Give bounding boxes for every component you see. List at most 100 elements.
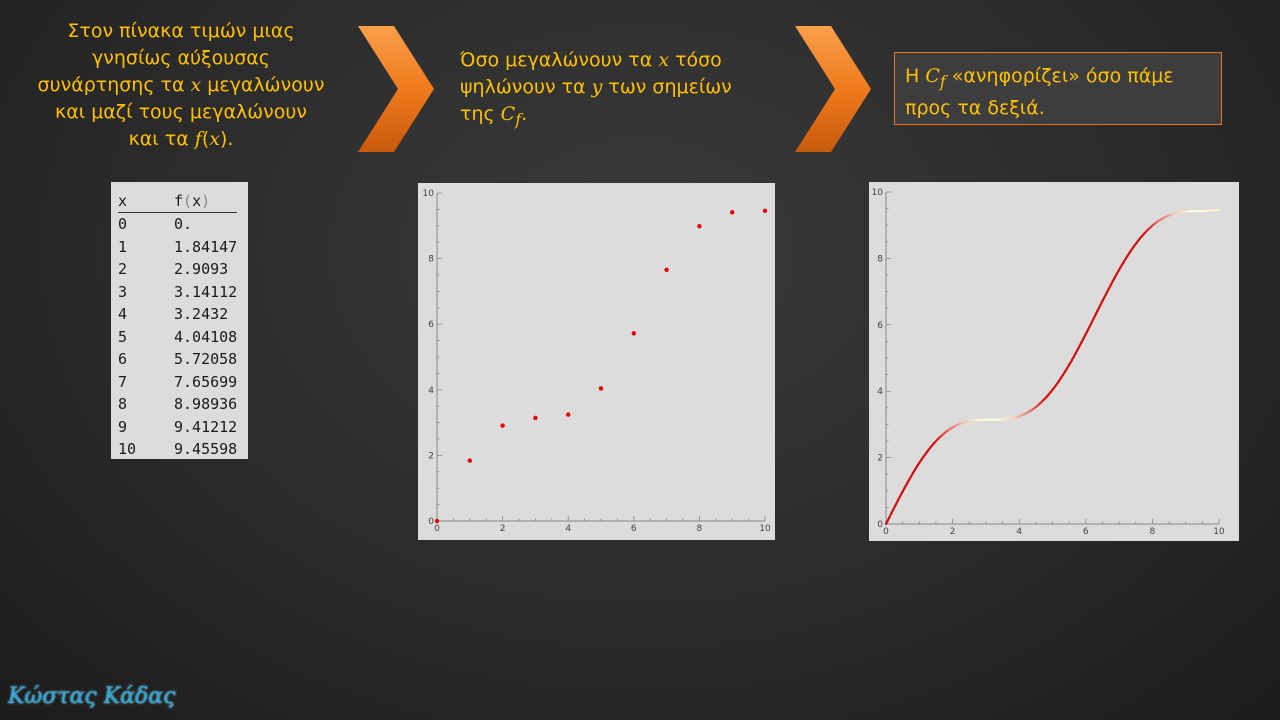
table-cell-fx: 7.65699 [174, 372, 238, 391]
table-cell-x: 1 [118, 237, 128, 256]
y-tick-label: 2 [428, 451, 434, 461]
y-tick-label: 10 [423, 189, 435, 199]
table-cell-x: 8 [118, 395, 128, 413]
table-header-arg: x [192, 192, 202, 210]
table-cell-fx: 4.04108 [174, 327, 238, 346]
table-cell-x: 9 [118, 417, 128, 436]
table-header-paren-open: ( [183, 192, 193, 210]
caption-left-line4: και μαζί τους μεγαλώνουν [55, 101, 307, 123]
caption-left-line3b: μεγαλώνουν [201, 74, 325, 96]
y-tick-label: 6 [877, 321, 883, 331]
x-tick-label: 4 [1016, 527, 1022, 537]
caption-left-line5a: και τα [128, 128, 195, 150]
table-cell-fx: 9.45598 [174, 440, 238, 458]
caption-middle-sub-f: f [515, 109, 522, 129]
x-tick-label: 6 [631, 524, 637, 534]
caption-middle-end: . [521, 103, 528, 125]
data-point [566, 412, 571, 417]
author-signature: Κώστας Κάδας [8, 684, 176, 709]
table-row: 10 9.45598 [118, 438, 237, 461]
table-row: 1 1.84147 [118, 236, 237, 259]
x-tick-label: 0 [883, 527, 889, 537]
table-row: 3 3.14112 [118, 281, 237, 304]
caption-middle-c: C [500, 103, 516, 125]
table-cell-fx: 0. [174, 215, 193, 233]
caption-middle-line1b: τόσο [669, 49, 722, 71]
caption-middle-line2a: ψηλώνουν τα [460, 76, 592, 98]
caption-right-line2: προς τα δεξιά. [905, 96, 1045, 119]
x-tick-label: 2 [500, 524, 506, 534]
x-tick-label: 2 [950, 527, 956, 537]
table-cell-fx: 9.41212 [174, 417, 238, 436]
curve-plot-panel: 0 2 4 6 8 10 0 2 4 6 8 10 [869, 182, 1239, 541]
y-tick-label: 8 [428, 255, 434, 265]
table-cell-fx: 2.9093 [174, 260, 229, 278]
y-tick-label: 8 [877, 254, 883, 264]
x-tick-label: 4 [565, 524, 571, 534]
caption-left-end: ). [219, 128, 234, 150]
y-tick-label: 4 [877, 387, 883, 397]
y-tick-label: 0 [877, 520, 883, 530]
table-cell-fx: 8.98936 [174, 395, 238, 413]
table-cell-x: 10 [118, 440, 137, 458]
value-table: x f(x) 0 0. 1 1.84147 2 2.9093 3 3.14112 4 3.… [118, 190, 238, 461]
data-point [434, 518, 440, 524]
caption-middle-line1a: Όσο μεγαλώνουν τα [460, 49, 659, 71]
caption-right-line1b: «ανηφορίζει» όσο πάμε [945, 65, 1174, 87]
value-table-panel: x f(x) 0 0. 1 1.84147 2 2.9093 3 3.14112 4 3.… [111, 182, 248, 459]
table-row: 7 7.65699 [118, 371, 237, 394]
caption-middle-x: x [658, 49, 670, 71]
caption-middle-line2b: των σημείων [602, 76, 732, 98]
table-cell-x: 3 [118, 282, 128, 301]
caption-left-f: f [194, 128, 202, 150]
table-header-fx: f(x) [174, 190, 238, 213]
x-tick-label: 8 [697, 524, 703, 534]
table-cell-x: 5 [118, 327, 128, 346]
y-tick-label: 4 [428, 386, 434, 396]
caption-right-c: C [925, 65, 940, 87]
data-point [631, 331, 636, 336]
data-point [664, 267, 669, 273]
x-tick-label: 6 [1083, 527, 1089, 537]
chevron-right-icon [358, 26, 434, 152]
y-tick-label: 0 [428, 517, 434, 527]
table-cell-fx: 5.72058 [174, 350, 238, 368]
table-row: 9 9.41212 [118, 416, 237, 439]
caption-middle: Όσο μεγαλώνουν τα x τόσο ψηλώνουν τα y τ… [460, 47, 780, 133]
table-cell-fx: 3.14112 [174, 282, 238, 301]
table-header-x: x [118, 190, 174, 213]
table-cell-x: 2 [118, 260, 128, 278]
curve-plot: 0 2 4 6 8 10 0 2 4 6 8 10 [872, 188, 1225, 537]
data-point [500, 423, 505, 428]
table-cell-x: 0 [118, 215, 128, 233]
table-cell-fx: 3.2432 [174, 305, 229, 323]
data-point [697, 223, 702, 229]
caption-left-line1: Στον πίνακα τιμών μιας [67, 20, 295, 42]
scatter-plot-panel: 0 2 4 6 8 10 0 2 4 6 8 10 [418, 183, 775, 540]
table-cell-x: 6 [118, 350, 128, 368]
data-point [467, 458, 472, 463]
data-point [762, 208, 768, 214]
caption-left-fx: x [209, 128, 220, 150]
scatter-plot: 0 2 4 6 8 10 0 2 4 6 8 10 [423, 189, 771, 534]
table-cell-x: 7 [118, 372, 128, 391]
caption-right-box: Η Cf «ανηφορίζει» όσο πάμε προς τα δεξιά… [894, 52, 1222, 125]
table-cell-x: 4 [118, 305, 128, 323]
x-tick-label: 10 [1213, 527, 1225, 537]
caption-left-paren: ( [201, 128, 210, 150]
caption-left-x: x [190, 74, 202, 96]
caption-right-sub-f: f [939, 71, 946, 91]
table-cell-fx: 1.84147 [174, 237, 238, 256]
table-row: 8 8.98936 [118, 393, 237, 416]
table-row: 0 0. [118, 213, 237, 236]
x-tick-label: 8 [1150, 527, 1156, 537]
x-tick-label: 0 [434, 524, 440, 534]
y-tick-label: 6 [428, 320, 434, 330]
chevron-right-icon [795, 26, 871, 152]
table-header-row: x f(x) [118, 190, 238, 213]
y-tick-label: 2 [877, 454, 883, 464]
table-row: 5 4.04108 [118, 326, 237, 349]
data-point [598, 386, 604, 391]
caption-left: Στον πίνακα τιμών μιας γνησίως αύξουσας … [22, 18, 340, 153]
caption-middle-y: y [591, 76, 603, 98]
